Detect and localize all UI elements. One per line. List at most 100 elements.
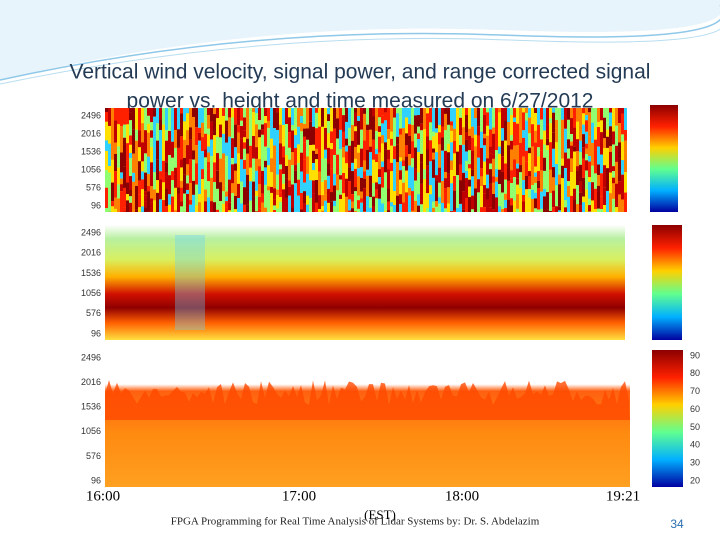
heatmap-cell (258, 137, 261, 160)
heatmap-cell (495, 169, 498, 178)
heatmap-cell (114, 185, 117, 198)
heatmap-cell (459, 108, 462, 118)
heatmap-cell (516, 123, 519, 146)
heatmap-cell (480, 108, 483, 132)
heatmap-cell (369, 152, 372, 176)
heatmap-cell (261, 193, 264, 203)
heatmap-cell (345, 196, 348, 212)
heatmap-cell (273, 108, 276, 129)
heatmap-cell (321, 210, 324, 212)
heatmap-cell (228, 179, 231, 203)
heatmap-cell (165, 172, 168, 177)
heatmap-cell (315, 202, 318, 212)
heatmap-cell (168, 108, 171, 131)
heatmap-cell (402, 202, 405, 212)
heatmap-cell (471, 150, 474, 170)
heatmap-cell (189, 204, 192, 212)
heatmap-cell (582, 158, 585, 171)
heatmap-cell (522, 180, 525, 196)
heatmap-cell (444, 108, 447, 114)
heatmap-cell (339, 154, 342, 176)
heatmap-cell (480, 176, 483, 187)
heatmap-cell (384, 210, 387, 212)
heatmap-cell (426, 149, 429, 166)
heatmap-cell (327, 133, 330, 148)
heatmap-cell (315, 108, 318, 113)
heatmap-cell (372, 108, 375, 117)
heatmap-cell (309, 164, 312, 181)
heatmap-cell (582, 113, 585, 125)
heatmap-cell (219, 158, 222, 183)
heatmap-cell (399, 108, 402, 129)
heatmap-cell (333, 128, 336, 142)
heatmap-cell (468, 128, 471, 136)
heatmap-cell (318, 195, 321, 210)
heatmap-cell (552, 177, 555, 191)
heatmap-cell (174, 210, 177, 212)
heatmap-cell (255, 130, 258, 136)
heatmap-cell (126, 194, 129, 201)
heatmap-cell (564, 189, 567, 201)
heatmap-cell (174, 167, 177, 188)
heatmap-cell (270, 192, 273, 212)
heatmap-cell (489, 183, 492, 208)
heatmap-cell (324, 180, 327, 195)
heatmap-cell (585, 160, 588, 171)
heatmap-cell (264, 123, 267, 147)
heatmap-cell (117, 124, 120, 147)
heatmap-cell (186, 108, 189, 114)
heatmap-cell (345, 178, 348, 197)
heatmap-cell (534, 172, 537, 177)
heatmap-cell (606, 108, 609, 130)
heatmap-cell (132, 181, 135, 204)
heatmap-cell (486, 125, 489, 136)
heatmap-cell (291, 125, 294, 131)
heatmap-cell (537, 156, 540, 172)
heatmap-cell (222, 115, 225, 129)
heatmap-cell (570, 133, 573, 142)
heatmap-cell (516, 208, 519, 212)
heatmap-cell (381, 135, 384, 144)
heatmap-cell (492, 127, 495, 134)
heatmap-cell (198, 156, 201, 173)
heatmap-cell (339, 129, 342, 150)
heatmap-cell (429, 185, 432, 195)
heatmap-cell (588, 143, 591, 156)
heatmap-cell (567, 139, 570, 149)
heatmap-cell (327, 121, 330, 134)
heatmap-cell (585, 170, 588, 190)
heatmap-cell (255, 190, 258, 196)
heatmap-cell (366, 149, 369, 170)
heatmap-cell (462, 191, 465, 210)
heatmap-cell (123, 124, 126, 138)
heatmap-cell (231, 158, 234, 165)
heatmap-cell (567, 196, 570, 212)
heatmap-cell (507, 122, 510, 146)
heatmap-cell (516, 163, 519, 169)
heatmap-cell (258, 120, 261, 130)
heatmap-cell (156, 192, 159, 212)
heatmap-cell (282, 183, 285, 190)
heatmap-cell (123, 108, 126, 125)
heatmap-cell (234, 108, 237, 125)
time-label: 17:00 (282, 488, 316, 504)
heatmap-cell (495, 197, 498, 212)
heatmap-cell (510, 183, 513, 199)
heatmap-cell (396, 108, 399, 114)
heatmap-cell (435, 128, 438, 133)
heatmap-cell (552, 148, 555, 168)
heatmap-cell (111, 119, 114, 141)
heatmap-cell (600, 132, 603, 155)
heatmap-cell (414, 200, 417, 212)
heatmap-cell (606, 147, 609, 169)
heatmap-cell (282, 157, 285, 174)
heatmap-cell (243, 130, 246, 138)
heatmap-cell (255, 124, 258, 131)
heatmap-cell (264, 116, 267, 124)
heatmap-cell (147, 108, 150, 116)
heatmap-cell (441, 202, 444, 212)
heatmap-cell (303, 142, 306, 160)
heatmap-cell (594, 156, 597, 174)
heatmap-cell (402, 166, 405, 183)
heatmap-cell (231, 108, 234, 118)
